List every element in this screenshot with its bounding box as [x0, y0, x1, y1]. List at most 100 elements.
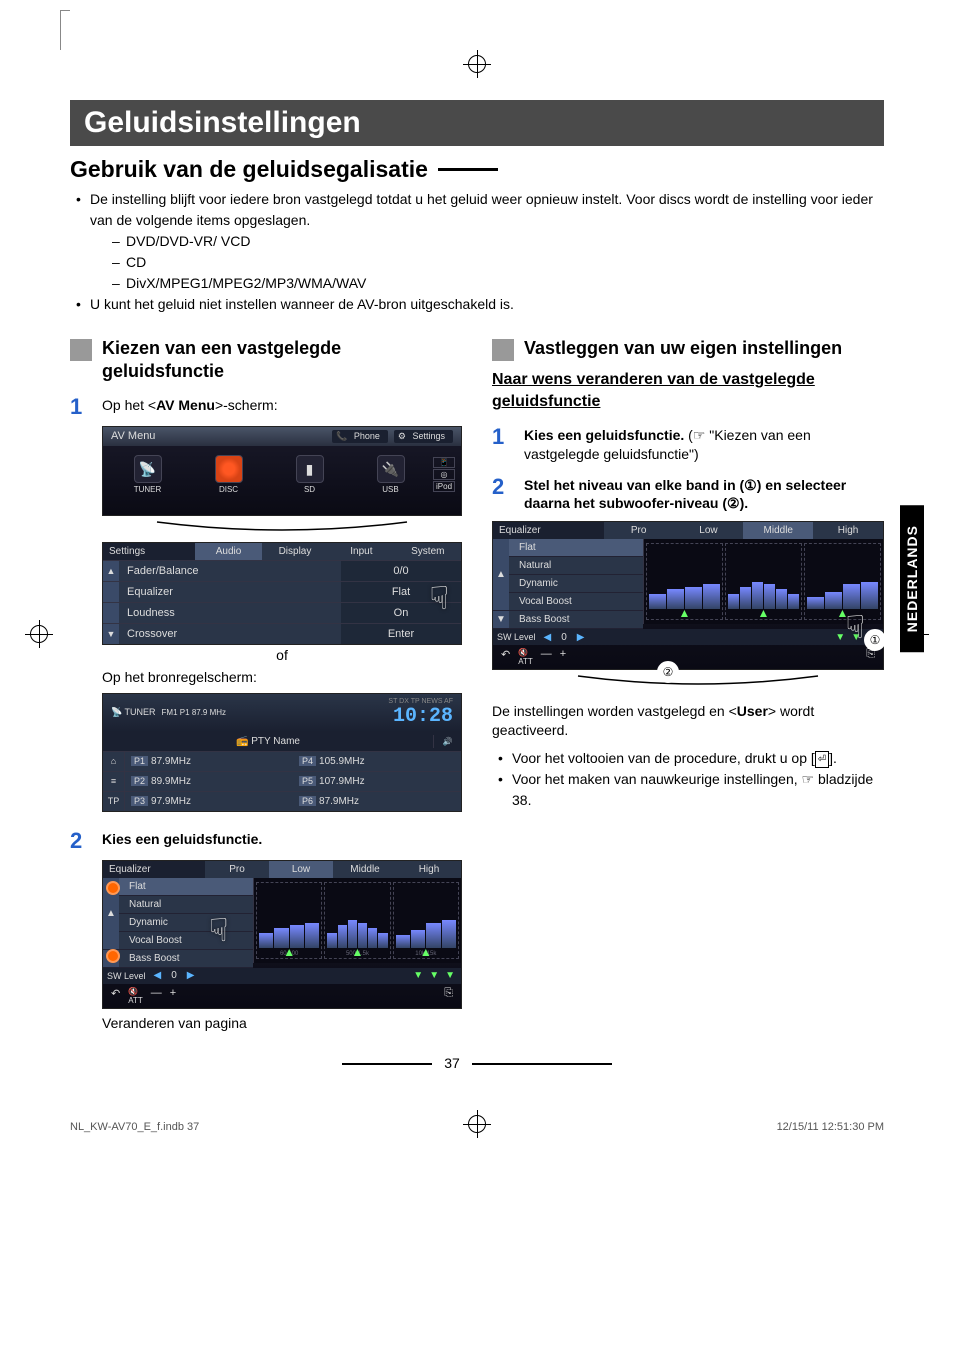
eq-scroll-down[interactable]: ▼ [493, 611, 509, 629]
row-fader[interactable]: Fader/Balance [119, 561, 341, 581]
eq-tab-high[interactable]: High [813, 522, 883, 539]
row-eq[interactable]: Equalizer [119, 582, 341, 602]
left-column: Kiezen van een vastgelegde geluidsfuncti… [70, 331, 462, 1031]
sub-item: CD [90, 252, 884, 273]
preset-3[interactable]: P397.9MHz [125, 791, 293, 811]
preset-6[interactable]: P687.9MHz [293, 791, 461, 811]
step-number: 2 [492, 476, 510, 498]
source-sd[interactable]: ▮SD [271, 455, 348, 494]
phone-button[interactable]: 📞 Phone [332, 430, 388, 443]
eq-title: Equalizer [493, 522, 604, 539]
eq-opt-bass[interactable]: Bass Boost [119, 950, 253, 968]
crop-mark [60, 10, 74, 50]
connector-arc [102, 520, 462, 534]
side-home[interactable]: ⌂ [103, 751, 125, 771]
eq-opt-vocal[interactable]: Vocal Boost [509, 593, 643, 611]
eq-down[interactable]: ▼ [413, 970, 423, 981]
section-marker [70, 339, 92, 361]
minus[interactable]: — [151, 987, 162, 1005]
eq-opt-vocal[interactable]: Vocal Boost [119, 932, 253, 950]
eq-down[interactable]: ▼ [445, 970, 455, 981]
val-cross: Enter [341, 624, 461, 644]
eq-up[interactable]: ▲ [279, 945, 299, 959]
eq-opt-natural[interactable]: Natural [509, 557, 643, 575]
eq-opt-dynamic[interactable]: Dynamic [119, 914, 253, 932]
eq-scroll-up[interactable]: ▲ [493, 539, 509, 611]
att-button[interactable]: 🔇ATT [518, 648, 533, 666]
pointer-icon: ☟ [209, 911, 228, 949]
eq-opt-bass[interactable]: Bass Boost [509, 611, 643, 629]
preset-1[interactable]: P187.9MHz [125, 751, 293, 771]
source-side[interactable]: 📱◎iPod [433, 457, 455, 492]
side-tp[interactable]: TP [103, 791, 125, 811]
eq-tab-low[interactable]: Low [674, 522, 744, 539]
tuner-indicators: ST DX TP NEWS AF [388, 698, 453, 705]
preset-5[interactable]: P5107.9MHz [293, 771, 461, 791]
footer-right: 12/15/11 12:51:30 PM [777, 1121, 884, 1133]
tab-input[interactable]: Input [328, 543, 394, 560]
sw-inc[interactable]: ▶ [183, 969, 199, 982]
tuner-label: 📡 TUNER [111, 707, 156, 718]
eq-opt-flat[interactable]: Flat [509, 539, 643, 557]
tab-audio[interactable]: Audio [195, 543, 261, 560]
pty-name[interactable]: 📻 PTY Name [103, 736, 433, 747]
plus[interactable]: + [170, 987, 176, 1005]
sw-inc[interactable]: ▶ [573, 631, 589, 644]
sw-dec[interactable]: ◀ [540, 631, 556, 644]
side-list[interactable]: ≡ [103, 771, 125, 791]
eq-opt-flat[interactable]: Flat [119, 878, 253, 896]
step-text: Kies een geluidsfunctie. (☞ "Kiezen van … [524, 426, 884, 464]
footer-left: NL_KW-AV70_E_f.indb 37 [70, 1121, 199, 1133]
row-loud[interactable]: Loudness [119, 603, 341, 623]
eq-opt-natural[interactable]: Natural [119, 896, 253, 914]
step-number: 1 [492, 426, 510, 448]
eq-down[interactable]: ▼ [429, 970, 439, 981]
back-button[interactable]: ↶ [111, 987, 120, 1005]
preset-4[interactable]: P4105.9MHz [293, 751, 461, 771]
bron-caption: Op het bronregelscherm: [102, 669, 462, 685]
page-change-caption: Veranderen van pagina [102, 1015, 462, 1031]
eq-tab-pro[interactable]: Pro [604, 522, 674, 539]
att-button[interactable]: 🔇ATT [128, 987, 143, 1005]
eq-opt-dynamic[interactable]: Dynamic [509, 575, 643, 593]
eq-up[interactable]: ▲ [675, 606, 695, 620]
sw-label: SW Level [103, 968, 150, 984]
settings-button[interactable]: ⚙ Settings [394, 430, 453, 443]
eq-up[interactable]: ▲ [347, 945, 367, 959]
vol-icon[interactable]: 🔊 [433, 735, 461, 748]
source-usb[interactable]: 🔌USB [352, 455, 429, 494]
back-button[interactable]: ↶ [501, 648, 510, 666]
source-disc[interactable]: DISC [190, 455, 267, 494]
preset-2[interactable]: P289.9MHz [125, 771, 293, 791]
highlight-dot [106, 949, 120, 963]
eq-up[interactable]: ▲ [754, 606, 774, 620]
end-bullet: Voor het maken van nauwkeurige instellin… [492, 769, 884, 811]
eq-tab-low[interactable]: Low [269, 861, 333, 878]
avmenu-screenshot: AV Menu 📞 Phone ⚙ Settings 📡TUNER DISC ▮… [102, 426, 462, 516]
minus[interactable]: — [541, 648, 552, 666]
of-caption: of [102, 647, 462, 663]
step-text: Kies een geluidsfunctie. [102, 830, 262, 849]
intro-list: De instelling blijft voor iedere bron va… [70, 189, 884, 315]
eq-tab-mid[interactable]: Middle [333, 861, 397, 878]
connector-arc [492, 674, 884, 688]
tab-display[interactable]: Display [262, 543, 328, 560]
eq-tab-high[interactable]: High [397, 861, 461, 878]
save-icon[interactable]: ⎘ [866, 648, 875, 666]
eq-tab-mid[interactable]: Middle [743, 522, 813, 539]
eq-tab-pro[interactable]: Pro [205, 861, 269, 878]
sw-dec[interactable]: ◀ [150, 969, 166, 982]
source-tuner[interactable]: 📡TUNER [109, 455, 186, 494]
row-cross[interactable]: Crossover [119, 624, 341, 644]
right-section-title: Vastleggen van uw eigen instellingen [524, 337, 842, 360]
tab-system[interactable]: System [395, 543, 461, 560]
clock: 10:28 [388, 705, 453, 728]
eq-down[interactable]: ▼ [835, 632, 845, 643]
scroll-down[interactable]: ▼ [103, 624, 119, 644]
page-title: Geluidsinstellingen [70, 100, 884, 146]
save-icon[interactable]: ⎘ [444, 987, 453, 1005]
plus[interactable]: + [560, 648, 566, 666]
sw-val: 0 [557, 631, 571, 644]
scroll-up[interactable]: ▲ [103, 561, 119, 581]
eq-up[interactable]: ▲ [416, 945, 436, 959]
